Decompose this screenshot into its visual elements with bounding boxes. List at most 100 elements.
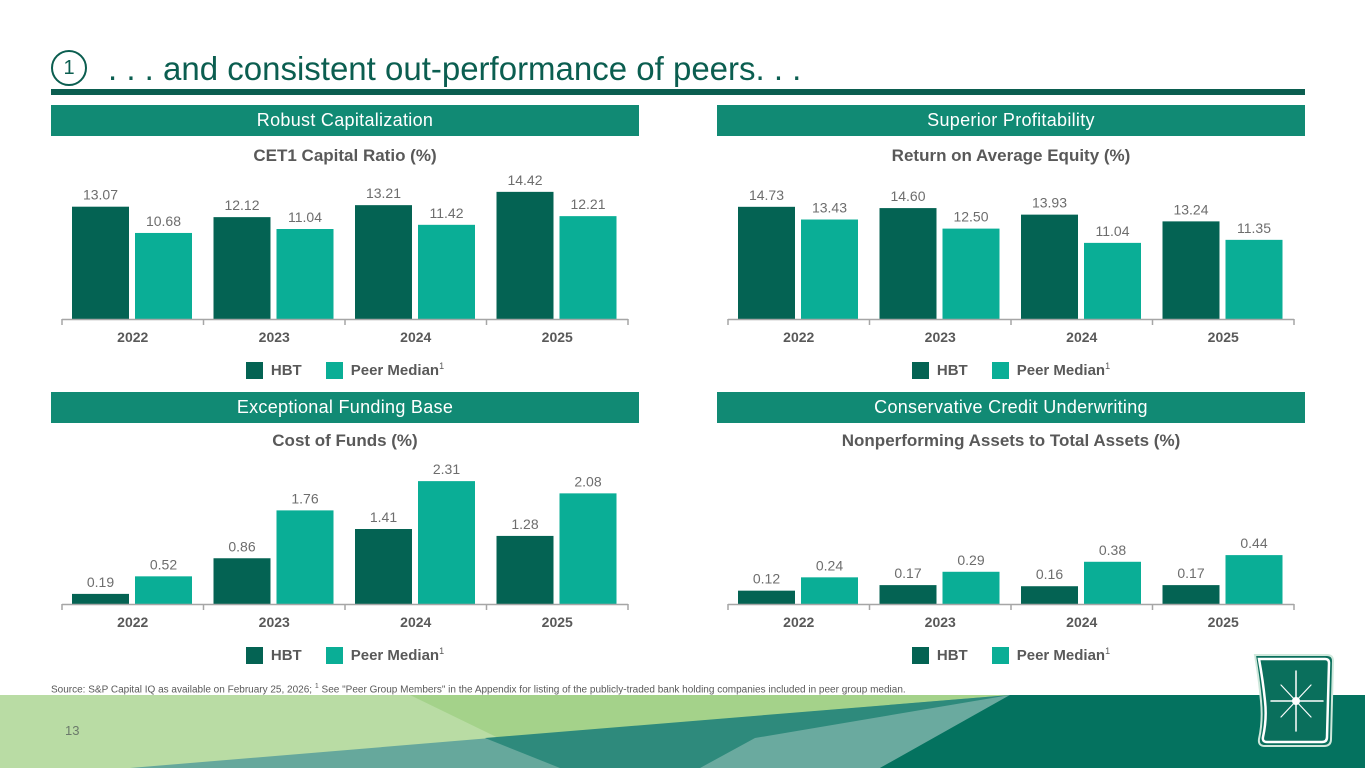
data-label-hbt-2025: 14.42: [507, 172, 542, 188]
legend-swatch-peer: [991, 362, 1009, 379]
data-label-peer-2023: 12.50: [953, 209, 988, 225]
bar-peer-2024: [418, 224, 475, 319]
legend-label-hbt: HBT: [270, 647, 302, 664]
x-tick-label-2022: 2022: [117, 329, 148, 345]
chart-nonperforming-assets: Nonperforming Assets to Total Assets (%)…: [717, 430, 1305, 670]
legend-label-hbt: HBT: [936, 647, 968, 664]
data-label-peer-2022: 10.68: [146, 213, 181, 229]
panel-header-capitalization: Robust Capitalization: [51, 105, 639, 136]
bar-peer-2023: [276, 510, 334, 604]
legend-label-peer: Peer Median: [350, 647, 440, 664]
legend-swatch-hbt: [245, 362, 263, 379]
star-shield-logo-icon: [1253, 654, 1335, 747]
panel-header-funding: Exceptional Funding Base: [51, 392, 639, 423]
data-label-hbt-2023: 0.86: [228, 538, 255, 554]
chart-legend: HBT Peer Median 1: [51, 645, 639, 664]
x-tick-label-2024: 2024: [400, 614, 431, 630]
data-label-peer-2024: 11.42: [430, 205, 464, 221]
legend-item-hbt: HBT: [245, 362, 302, 379]
data-label-peer-2022: 0.52: [150, 556, 177, 572]
x-tick-label-2024: 2024: [1066, 614, 1097, 630]
chart-cet1-capital-ratio: CET1 Capital Ratio (%) 13.07 10.68 2022 12.…: [51, 145, 639, 385]
x-tick-label-2023: 2023: [925, 329, 956, 345]
x-tick-label-2025: 2025: [1208, 329, 1239, 345]
title-divider: [51, 89, 1305, 95]
data-label-peer-2022: 13.43: [812, 200, 847, 216]
bar-hbt-2024: [355, 529, 412, 604]
data-label-peer-2024: 11.04: [1096, 223, 1130, 239]
data-label-hbt-2024: 1.41: [370, 509, 397, 525]
data-label-hbt-2025: 0.17: [1177, 565, 1204, 581]
x-tick-label-2025: 2025: [1208, 614, 1239, 630]
data-label-peer-2023: 1.76: [291, 490, 318, 506]
data-label-peer-2025: 12.21: [570, 196, 605, 212]
x-tick-label-2023: 2023: [925, 614, 956, 630]
bar-hbt-2022: [72, 206, 129, 319]
chart-plot: 0.12 0.24 2022 0.17 0.29 2023 0.16 0.38 2024 0.17…: [727, 535, 1295, 630]
bar-hbt-2025: [1162, 585, 1220, 604]
chart-title: Return on Average Equity (%): [891, 146, 1131, 165]
x-tick-label-2022: 2022: [117, 614, 148, 630]
legend-label-hbt: HBT: [270, 362, 302, 379]
bar-hbt-2024: [355, 205, 412, 319]
bar-hbt-2025: [1162, 221, 1220, 319]
data-label-peer-2023: 0.29: [957, 552, 984, 568]
data-label-hbt-2023: 14.60: [890, 188, 925, 204]
source-note-text: See "Peer Group Members" in the Appendix…: [318, 684, 906, 696]
chart-title: Cost of Funds (%): [272, 431, 418, 450]
bar-peer-2022: [135, 232, 192, 319]
bar-hbt-2025: [496, 535, 554, 604]
x-tick-label-2025: 2025: [542, 329, 573, 345]
bar-peer-2025: [1225, 555, 1283, 604]
bar-peer-2025: [1225, 239, 1283, 319]
data-label-peer-2023: 11.04: [288, 209, 322, 225]
data-label-peer-2025: 0.44: [1240, 535, 1267, 551]
legend-item-peer: Peer Median 1: [325, 361, 444, 379]
x-tick-label-2024: 2024: [400, 329, 431, 345]
bar-peer-2025: [559, 493, 617, 604]
page-title: . . . and consistent out-performance of …: [108, 50, 802, 87]
legend-swatch-peer: [991, 647, 1009, 664]
x-tick-label-2022: 2022: [783, 329, 814, 345]
x-tick-label-2025: 2025: [542, 614, 573, 630]
legend-footnote-marker: 1: [1105, 645, 1111, 656]
data-label-hbt-2023: 12.12: [224, 197, 259, 213]
bar-hbt-2023: [213, 558, 271, 604]
data-label-hbt-2022: 0.12: [753, 571, 780, 587]
legend-swatch-hbt: [245, 647, 263, 664]
data-label-hbt-2022: 14.73: [749, 187, 784, 203]
data-label-hbt-2022: 0.19: [87, 574, 114, 590]
panel-header-credit: Conservative Credit Underwriting: [717, 392, 1305, 423]
data-label-hbt-2024: 13.93: [1032, 195, 1067, 211]
legend-item-hbt: HBT: [911, 647, 968, 664]
section-number-badge: 1: [51, 50, 87, 86]
legend-label-peer: Peer Median: [1016, 647, 1106, 664]
data-label-hbt-2025: 1.28: [511, 516, 538, 532]
bar-hbt-2023: [879, 208, 937, 319]
bar-hbt-2024: [1021, 586, 1078, 604]
x-tick-label-2023: 2023: [259, 614, 290, 630]
bar-hbt-2024: [1021, 214, 1078, 319]
chart-legend: HBT Peer Median 1: [51, 361, 639, 379]
data-label-peer-2024: 2.31: [433, 461, 460, 477]
bar-peer-2024: [1084, 561, 1141, 604]
x-tick-label-2023: 2023: [259, 329, 290, 345]
legend-swatch-hbt: [911, 362, 929, 379]
data-label-peer-2022: 0.24: [816, 557, 843, 573]
chart-plot: 0.19 0.52 2022 0.86 1.76 2023 1.41 2.31 2024 1.28…: [61, 461, 629, 630]
bar-peer-2022: [801, 219, 858, 319]
chart-title: Nonperforming Assets to Total Assets (%): [841, 431, 1181, 450]
data-label-peer-2024: 0.38: [1099, 542, 1126, 558]
legend-label-hbt: HBT: [936, 362, 968, 379]
legend-swatch-hbt: [911, 647, 929, 664]
bar-peer-2024: [418, 481, 475, 604]
page-number: 13: [65, 723, 80, 738]
source-footnote: Source: S&P Capital IQ as available on F…: [51, 683, 906, 695]
chart-cost-of-funds: Cost of Funds (%) 0.19 0.52 2022 0.86 1.76 20…: [51, 430, 639, 670]
legend-footnote-marker: 1: [439, 645, 445, 656]
chart-legend: HBT Peer Median 1: [717, 361, 1305, 379]
chart-return-on-average-equity: Return on Average Equity (%) 14.73 13.43 2…: [717, 145, 1305, 385]
x-tick-label-2024: 2024: [1066, 329, 1097, 345]
bar-peer-2024: [1084, 242, 1141, 319]
